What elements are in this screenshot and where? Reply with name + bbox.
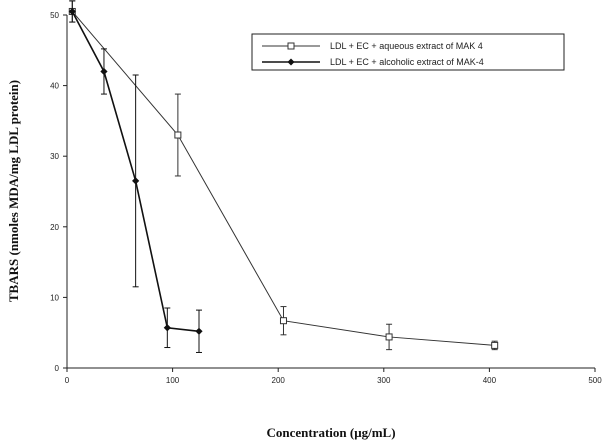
data-point [174, 131, 182, 139]
y-tick-label: 0 [55, 364, 60, 373]
data-point [100, 67, 108, 76]
x-tick-label: 300 [377, 376, 391, 385]
legend-label-alcoholic: LDL + EC + alcoholic extract of MAK-4 [330, 57, 484, 67]
data-point [132, 177, 140, 185]
y-tick-label: 20 [50, 223, 59, 232]
y-axis-ticks: 0 10 20 30 40 50 [50, 11, 67, 373]
data-point [491, 341, 499, 349]
legend: LDL + EC + aqueous extract of MAK 4 LDL … [251, 33, 565, 71]
y-tick-label: 50 [50, 11, 59, 20]
data-point [68, 7, 76, 16]
y-tick-label: 30 [50, 152, 59, 161]
data-point [195, 327, 203, 335]
axes [66, 15, 595, 369]
data-point [279, 317, 287, 325]
data-point [163, 324, 171, 332]
legend-box [251, 33, 565, 71]
x-tick-label: 500 [588, 376, 602, 385]
series-layer [68, 0, 499, 353]
data-point [385, 333, 393, 341]
x-tick-label: 100 [166, 376, 180, 385]
y-tick-label: 10 [50, 293, 59, 302]
legend-marker-open-square [287, 42, 295, 50]
series-alcoholic [68, 0, 203, 353]
x-axis-title: Concentration (μg/mL) [266, 425, 395, 440]
y-axis-title: TBARS (nmoles MDA/mg LDL protein) [6, 80, 21, 302]
legend-label-aqueous: LDL + EC + aqueous extract of MAK 4 [330, 41, 483, 51]
x-tick-label: 400 [483, 376, 497, 385]
legend-marker-filled-diamond [287, 58, 295, 66]
y-tick-label: 40 [50, 82, 59, 91]
x-tick-label: 0 [65, 376, 70, 385]
x-axis-ticks: 0 100 200 300 400 500 [65, 368, 602, 385]
x-tick-label: 200 [272, 376, 286, 385]
